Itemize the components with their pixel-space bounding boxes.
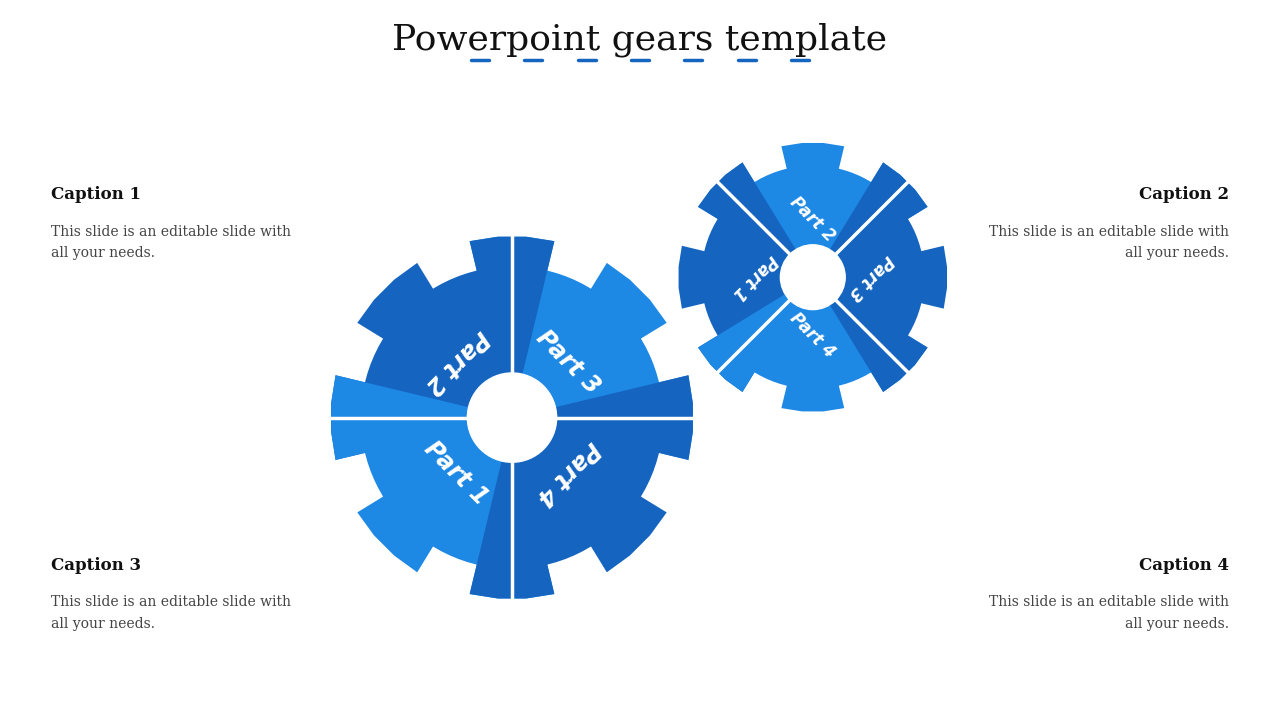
Text: Part 2: Part 2 [420, 325, 493, 399]
Polygon shape [813, 163, 947, 392]
Polygon shape [332, 375, 554, 598]
Polygon shape [470, 375, 692, 598]
Text: Caption 2: Caption 2 [1139, 186, 1229, 203]
Polygon shape [698, 143, 928, 277]
Text: Caption 1: Caption 1 [51, 186, 141, 203]
Text: Caption 3: Caption 3 [51, 557, 141, 574]
Text: This slide is an editable slide with
all your needs.: This slide is an editable slide with all… [988, 225, 1229, 260]
Circle shape [467, 373, 557, 462]
Text: Part 4: Part 4 [787, 309, 838, 361]
Text: Part 1: Part 1 [420, 436, 493, 510]
Text: Part 1: Part 1 [728, 251, 781, 303]
Circle shape [781, 245, 845, 310]
Text: This slide is an editable slide with
all your needs.: This slide is an editable slide with all… [51, 595, 292, 631]
Text: Part 3: Part 3 [845, 251, 897, 303]
Polygon shape [678, 163, 813, 392]
Text: This slide is an editable slide with
all your needs.: This slide is an editable slide with all… [988, 595, 1229, 631]
Polygon shape [332, 237, 554, 460]
Text: Part 3: Part 3 [531, 325, 604, 399]
Text: Part 4: Part 4 [531, 436, 604, 510]
Polygon shape [698, 277, 928, 411]
Text: Part 2: Part 2 [787, 193, 838, 246]
Text: Caption 4: Caption 4 [1139, 557, 1229, 574]
Polygon shape [470, 237, 692, 460]
Text: This slide is an editable slide with
all your needs.: This slide is an editable slide with all… [51, 225, 292, 260]
Text: Powerpoint gears template: Powerpoint gears template [393, 23, 887, 58]
